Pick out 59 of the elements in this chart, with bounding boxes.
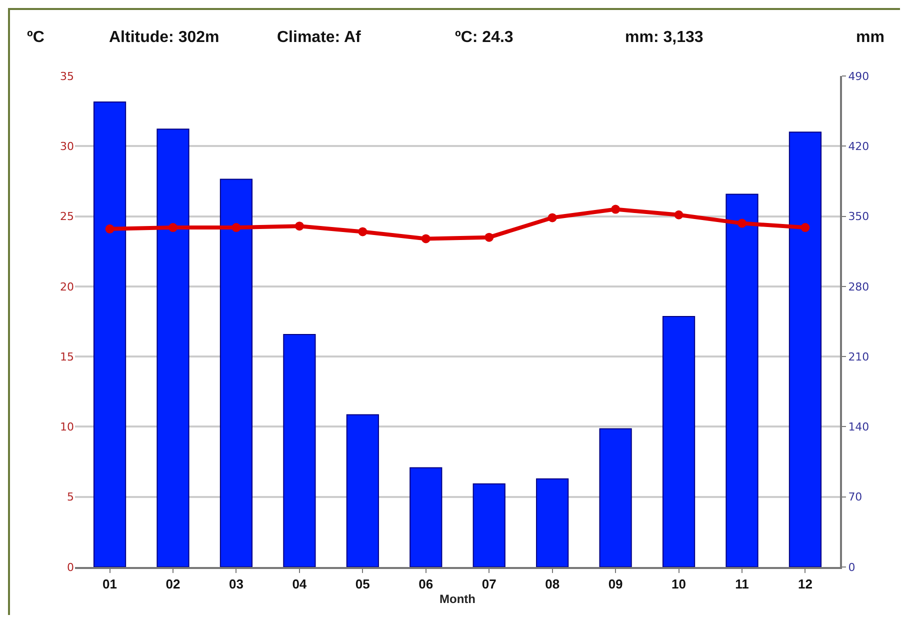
point [232,223,241,232]
x-axis-title: Month [440,592,476,606]
point [358,227,368,236]
y-tick-label: 30 [60,140,74,153]
y-tick-label: 0 [67,560,74,574]
x-tick-label: 12 [798,576,812,592]
bar [788,132,822,567]
y-tick-label: 10 [60,420,74,434]
y2-tick-label: 280 [848,280,870,294]
y2-tick-label: 210 [848,350,870,364]
y-tick-label: 15 [60,350,74,364]
x-tick-label: 06 [418,576,434,592]
y2-tick-label: 490 [848,70,870,83]
bar [536,478,569,567]
bar [472,483,506,567]
x-tick-label: 09 [608,576,623,592]
x-tick-label: 02 [166,576,180,592]
point [674,210,684,220]
y2-tick-label: 0 [848,560,856,574]
x-tick-label: 07 [482,576,496,592]
bar [93,102,126,567]
y-tick-label: 25 [60,210,74,224]
y2-tick-label: 140 [848,420,870,434]
x-tick-label: 01 [102,576,118,592]
x-tick-label: 11 [735,576,749,592]
y-axis-title: ºC [27,29,45,46]
bar [599,428,632,567]
x-tick-label: 03 [228,576,244,592]
x-tick-label: 08 [545,576,560,592]
point [421,234,430,244]
bar [283,334,316,567]
text: mm: 3,133 [625,29,704,46]
y-tick-label: 35 [60,70,74,83]
point [548,213,557,222]
bar [156,128,190,567]
point [484,232,494,242]
y2-axis-title: mm [856,29,884,46]
point [611,204,620,214]
bar [410,467,442,567]
point [738,218,746,228]
bar [726,194,758,567]
y2-tick-label: 420 [848,140,870,153]
text: Altitude: 302m [109,29,220,46]
x-tick-label: 05 [355,576,370,592]
bar [346,414,379,567]
point [294,222,304,231]
bar [662,316,696,567]
text: Climate: Af [277,29,362,46]
text: ºC: 24.3 [455,29,514,46]
y-tick-label: 20 [60,280,74,294]
y2-tick-label: 350 [848,210,870,224]
point [168,223,178,232]
x-tick-label: 10 [672,576,686,592]
bar [220,178,253,567]
y2-tick-label: 70 [848,490,862,504]
point [800,223,810,232]
point [105,224,114,234]
y-tick-label: 5 [67,490,74,504]
x-tick-label: 04 [292,576,308,592]
